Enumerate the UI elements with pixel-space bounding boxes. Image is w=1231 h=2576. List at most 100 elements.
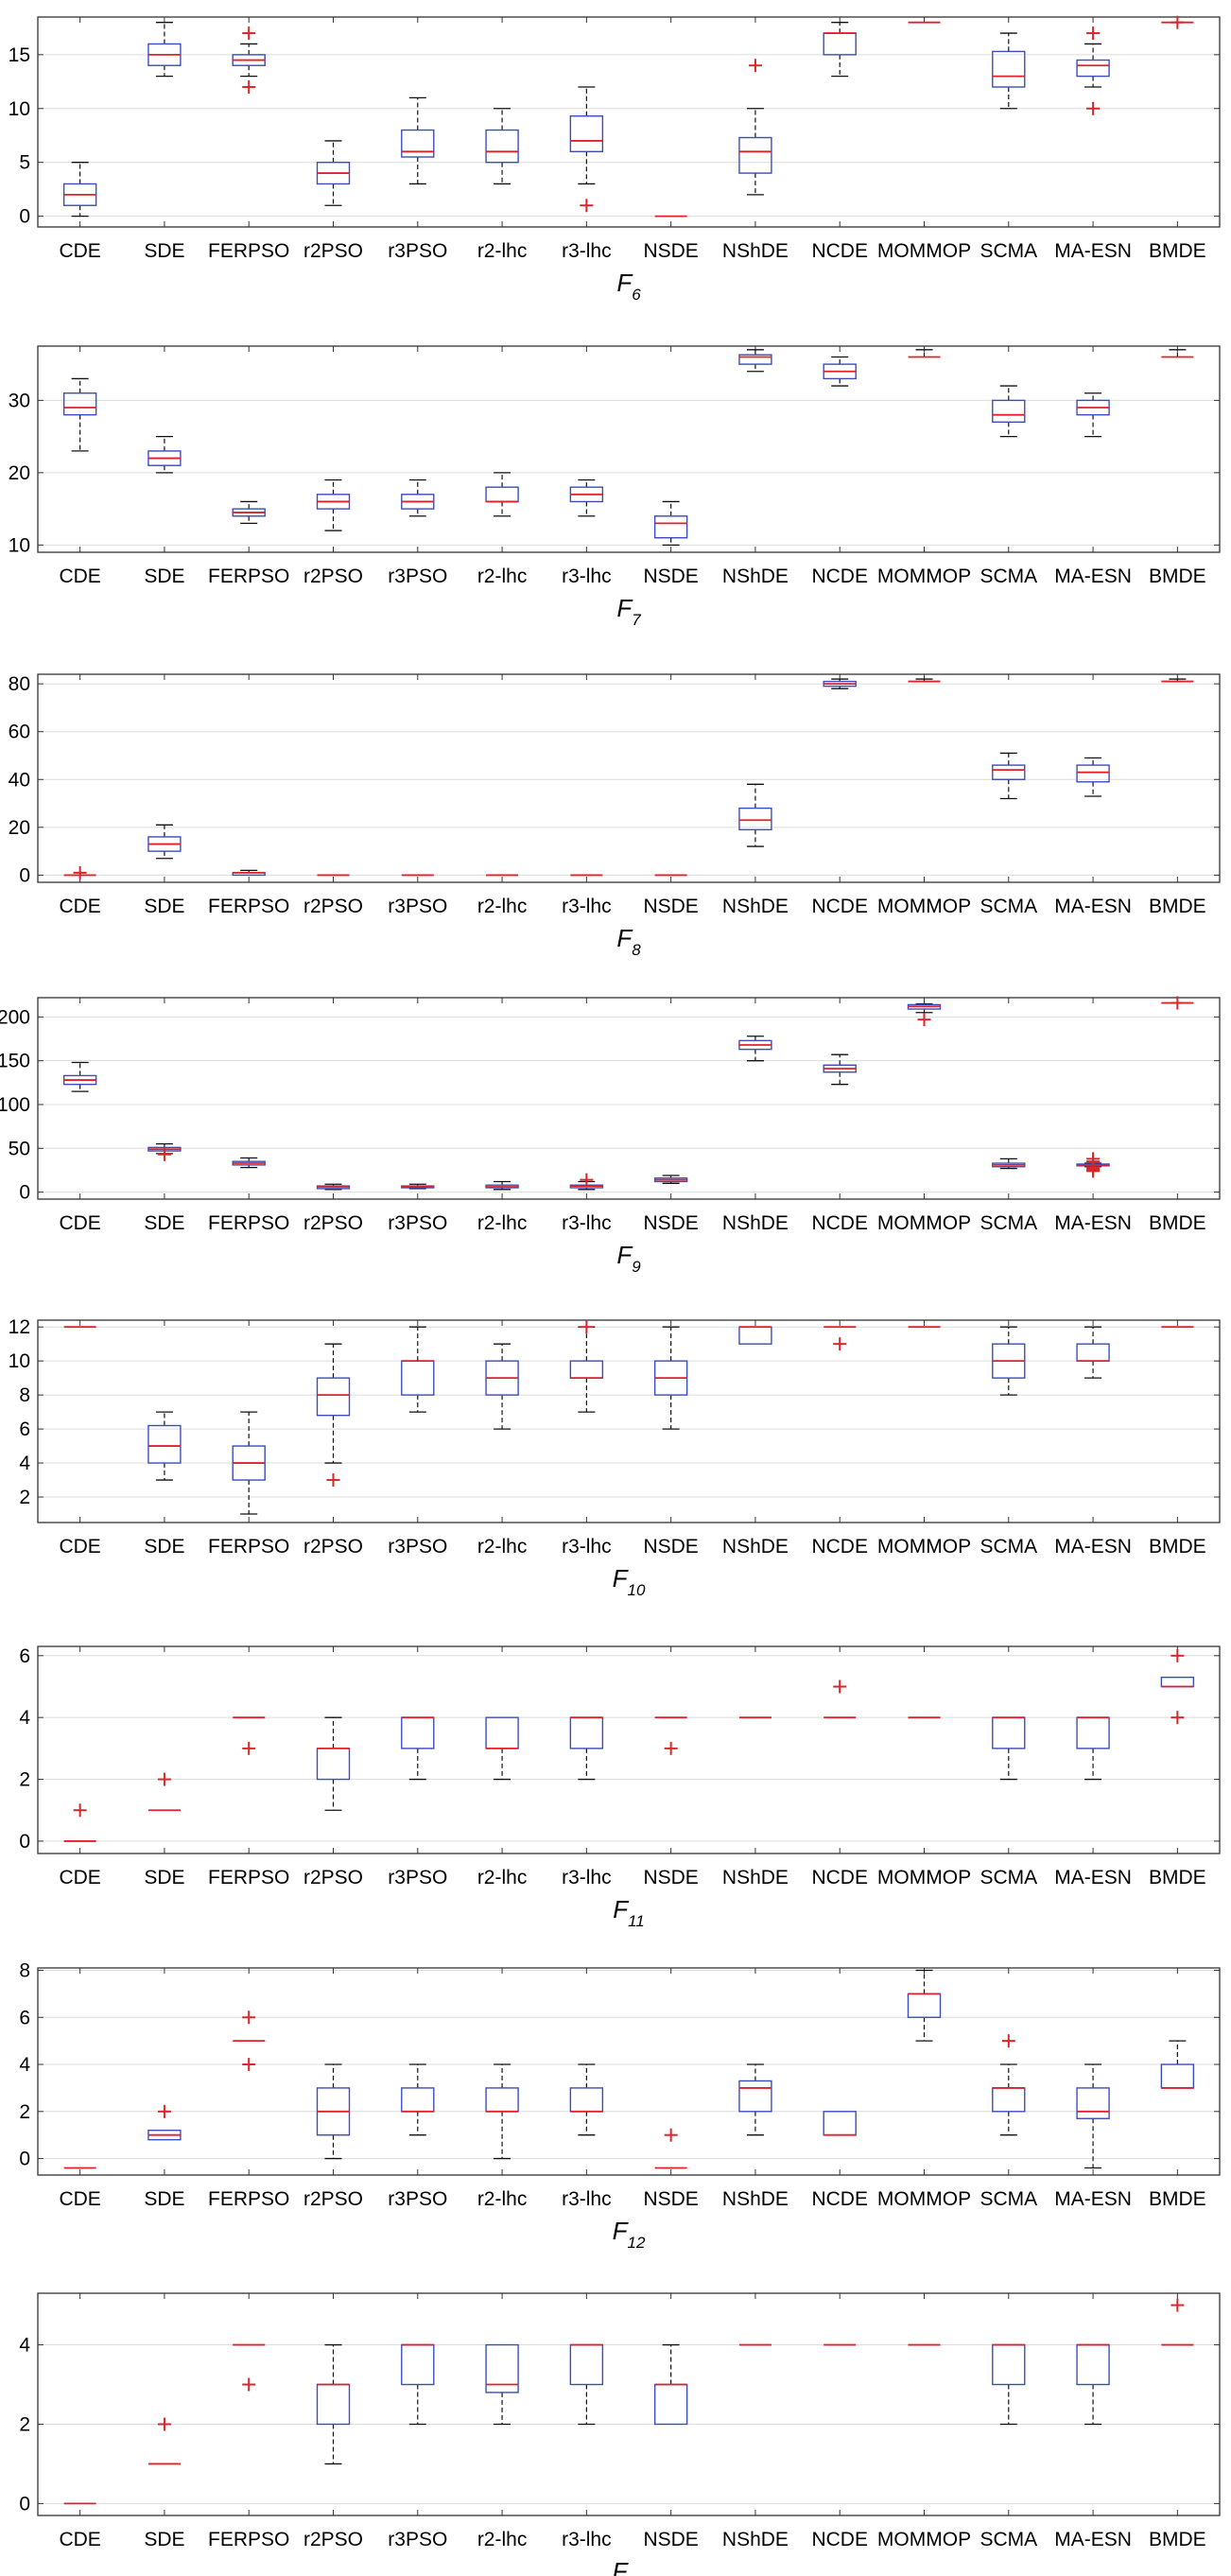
y-tick-label: 10 — [9, 98, 30, 120]
x-tick-label: NShDE — [722, 240, 789, 262]
iqr-box — [992, 1716, 1026, 1749]
x-tick-label: r2PSO — [303, 2188, 363, 2210]
iqr-box — [738, 354, 772, 365]
x-tick-label: r3PSO — [388, 1212, 447, 1234]
outlier-marker — [73, 865, 87, 879]
x-tick-label: NSDE — [643, 2188, 698, 2210]
box-r3PSO — [401, 1326, 435, 1413]
x-tick-label: r3PSO — [388, 1536, 447, 1558]
x-tick-label: NShDE — [722, 2188, 789, 2210]
x-axis-label: F13 — [613, 2557, 646, 2576]
x-tick-label: SCMA — [980, 896, 1037, 917]
x-tick-label: SCMA — [980, 2529, 1037, 2550]
x-tick-label: MOMMOP — [877, 896, 971, 917]
x-tick-label: CDE — [59, 240, 100, 262]
outlier-marker — [1086, 101, 1101, 115]
x-tick-label: NCDE — [811, 240, 868, 262]
iqr-box — [1076, 764, 1110, 783]
x-tick-label: FERPSO — [208, 566, 289, 587]
x-tick-label: CDE — [59, 566, 100, 587]
iqr-box — [316, 1377, 351, 1417]
iqr-box — [992, 2343, 1026, 2386]
y-tick-label: 0 — [19, 864, 30, 886]
x-tick-label: r2-lhc — [477, 2188, 528, 2210]
x-tick-label: r3PSO — [388, 566, 447, 587]
y-tick-label: 6 — [19, 2007, 30, 2028]
box-r3-lhc — [569, 1320, 604, 1413]
x-tick-label: r2-lhc — [477, 566, 528, 587]
x-tick-label: NCDE — [811, 1212, 868, 1234]
box-NShDE — [738, 783, 772, 847]
box-NShDE — [738, 2063, 772, 2136]
axes-frame — [37, 1645, 1221, 1854]
outlier-marker — [1170, 996, 1185, 1010]
box-NCDE — [824, 1326, 857, 1351]
iqr-box — [1076, 1716, 1110, 1749]
x-tick-label: BMDE — [1149, 1867, 1206, 1888]
box-NCDE — [824, 1680, 857, 1719]
iqr-box — [569, 1716, 604, 1749]
box-r2-lhc — [485, 2063, 519, 2160]
iqr-box — [401, 2343, 435, 2386]
box-r2-lhc — [485, 108, 519, 185]
box-NCDE — [823, 22, 857, 78]
iqr-box — [907, 1993, 942, 2018]
box-r2PSO — [316, 479, 351, 531]
box-r2-lhc — [485, 472, 519, 517]
box-r3PSO — [401, 1716, 435, 1781]
x-tick-label: r3PSO — [388, 896, 447, 917]
box-r3-lhc — [569, 2343, 604, 2426]
iqr-box — [738, 136, 772, 174]
y-tick-label: 30 — [9, 390, 30, 411]
x-tick-label: FERPSO — [208, 2188, 289, 2210]
x-tick-label: r2-lhc — [477, 1212, 528, 1234]
box-MA-ESN — [1076, 2063, 1110, 2169]
iqr-box — [401, 2087, 435, 2113]
x-tick-label: BMDE — [1149, 566, 1206, 587]
iqr-box — [485, 129, 519, 164]
iqr-box — [738, 1326, 772, 1345]
outlier-marker — [917, 1013, 931, 1027]
iqr-box — [401, 1360, 435, 1396]
iqr-box — [1160, 1676, 1195, 1688]
x-tick-label: r3PSO — [388, 2529, 447, 2550]
outlier-marker — [242, 26, 256, 41]
x-tick-label: SDE — [144, 2188, 184, 2210]
box-MA-ESN — [1076, 757, 1110, 797]
iqr-box — [147, 1424, 182, 1464]
x-tick-label: MA-ESN — [1054, 1867, 1132, 1888]
y-tick-label: 80 — [9, 673, 30, 695]
x-tick-label: SCMA — [980, 2188, 1037, 2210]
axes-frame — [37, 345, 1221, 553]
panel-F13: 0 2 4 CDE SDE FERPSO r2PSO r3PSO r2-lhc r3-lhc NSD… — [19, 2292, 1221, 2576]
x-tick-label: r3-lhc — [562, 1536, 612, 1558]
y-tick-label: 4 — [19, 2054, 30, 2076]
box-SDE — [147, 2417, 181, 2465]
x-tick-label: NSDE — [643, 566, 698, 587]
outlier-marker — [1170, 2298, 1185, 2312]
x-tick-label: NSDE — [643, 1536, 698, 1558]
outlier-marker — [73, 1803, 87, 1818]
x-tick-label: BMDE — [1149, 1212, 1206, 1234]
x-tick-label: NSDE — [643, 240, 698, 262]
outlier-marker — [1170, 1711, 1185, 1725]
box-FERPSO — [232, 1157, 266, 1169]
box-BMDE — [1160, 2040, 1195, 2089]
panel-F11: 0 2 4 6 CDE SDE FERPSO r2PSO r3PSO r2-lhc r3-lhc NS… — [19, 1645, 1221, 1930]
x-tick-label: MOMMOP — [877, 2529, 971, 2550]
x-axis-label: F9 — [616, 1241, 641, 1276]
box-SDE — [147, 22, 182, 78]
box-MA-ESN — [1076, 2343, 1110, 2426]
box-SDE — [147, 824, 182, 860]
box-MA-ESN — [1076, 1716, 1110, 1781]
x-axis-label: F7 — [616, 594, 641, 629]
x-tick-label: r2-lhc — [477, 240, 528, 262]
iqr-box — [62, 392, 97, 416]
x-tick-label: BMDE — [1149, 896, 1206, 917]
x-tick-label: MA-ESN — [1054, 1536, 1132, 1558]
box-CDE — [63, 1803, 96, 1842]
iqr-box — [569, 2087, 604, 2113]
box-FERPSO — [232, 869, 266, 877]
box-NCDE — [823, 356, 857, 387]
outlier-marker — [664, 2128, 678, 2142]
